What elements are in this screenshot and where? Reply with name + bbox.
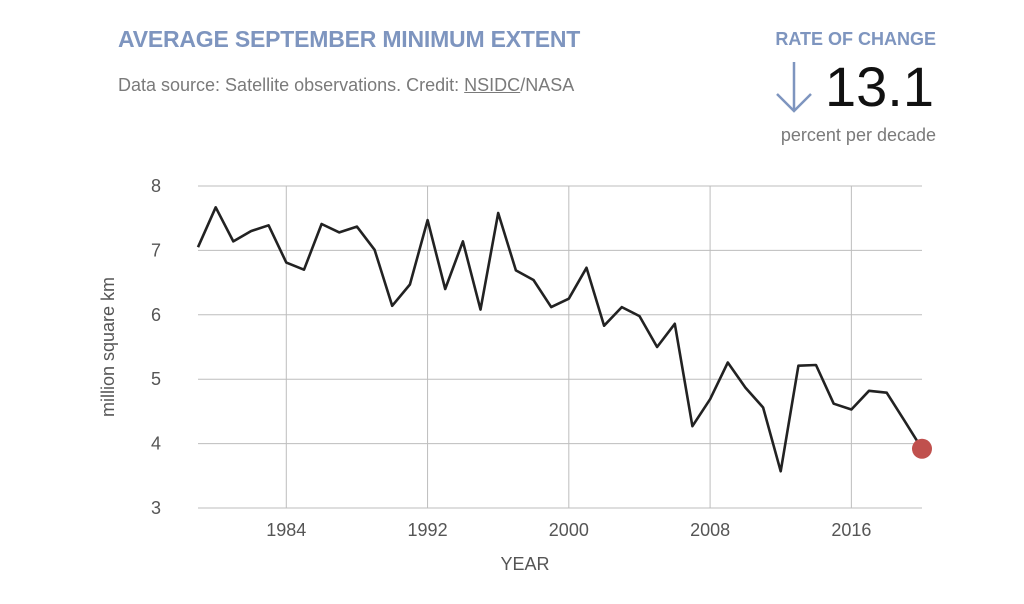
y-tick-label: 4 (151, 434, 161, 454)
rate-value-row: 13.1 (773, 58, 934, 116)
source-suffix: /NASA (520, 75, 575, 95)
series (196, 206, 932, 473)
down-arrow-icon (776, 62, 812, 113)
y-tick-label: 7 (151, 240, 161, 260)
y-tick-label: 8 (151, 176, 161, 196)
x-tick-labels: 1984 1992 2000 2008 2016 (266, 520, 871, 540)
x-tick-label: 2000 (549, 520, 589, 540)
x-tick-label: 2008 (690, 520, 730, 540)
chart-title: AVERAGE SEPTEMBER MINIMUM EXTENT (118, 26, 581, 52)
y-axis-label: million square km (98, 277, 118, 417)
x-tick-label: 2016 (831, 520, 871, 540)
y-tick-label: 3 (151, 498, 161, 518)
rate-unit: percent per decade (780, 125, 936, 145)
y-tick-labels: 3 4 5 6 7 8 (151, 176, 161, 518)
nsidc-link[interactable]: NSIDC (464, 75, 521, 95)
y-tick-label: 5 (151, 369, 161, 389)
latest-point (912, 438, 932, 459)
series-line (196, 206, 924, 473)
x-axis-label: YEAR (500, 554, 549, 574)
data-source: Data source: Satellite observations. Cre… (118, 75, 574, 96)
rate-value: 13.1 (825, 55, 934, 118)
x-tick-label: 1984 (266, 520, 306, 540)
x-tick-label: 1992 (408, 520, 448, 540)
grid (198, 185, 922, 509)
source-prefix: Data source: Satellite observations. Cre… (118, 75, 465, 95)
y-tick-label: 6 (151, 305, 161, 325)
rate-label: RATE OF CHANGE (775, 29, 936, 49)
